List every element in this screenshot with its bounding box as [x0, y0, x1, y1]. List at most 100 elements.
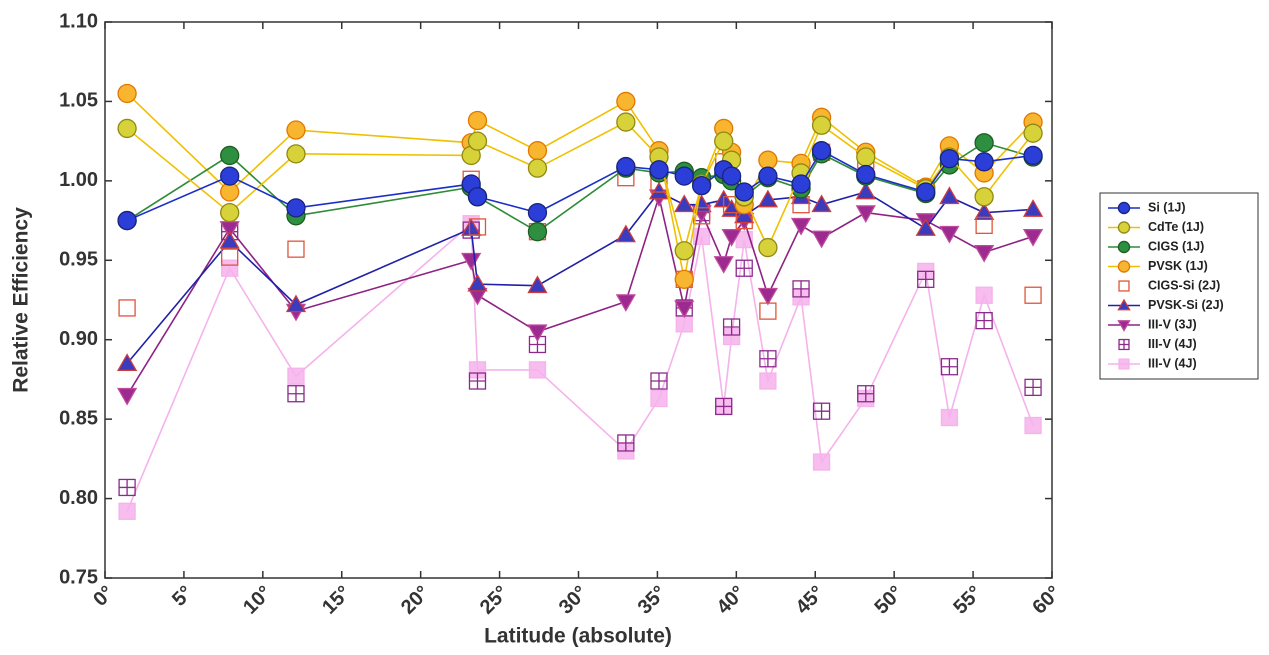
marker-shape: [527, 202, 548, 223]
marker: [116, 387, 138, 406]
x-tick-label: 55°: [949, 582, 986, 619]
marker: [220, 202, 240, 223]
series: [118, 143, 1042, 320]
marker: [650, 372, 668, 390]
marker-shape: [287, 240, 305, 258]
marker: [527, 158, 548, 178]
marker-shape: [721, 166, 742, 186]
marker: [286, 144, 306, 164]
marker: [759, 302, 777, 320]
marker-shape: [915, 218, 936, 236]
marker-shape: [812, 453, 831, 471]
marker: [812, 453, 831, 471]
marker-shape: [758, 237, 778, 258]
series-line: [126, 190, 1034, 365]
marker: [1023, 123, 1043, 143]
marker: [649, 160, 669, 180]
marker: [714, 131, 734, 151]
marker: [468, 372, 487, 390]
series: [117, 141, 1043, 231]
marker-shape: [615, 294, 636, 312]
marker: [616, 112, 636, 132]
x-tick-label: 45°: [792, 582, 829, 619]
marker-shape: [615, 224, 636, 243]
marker-shape: [759, 372, 777, 390]
legend-label: PVSK-Si (2J): [1148, 298, 1224, 312]
marker: [811, 230, 832, 249]
marker-shape: [527, 141, 548, 161]
marker: [117, 210, 137, 231]
marker: [221, 259, 239, 277]
marker-shape: [734, 182, 754, 202]
series-line: [126, 193, 1034, 396]
marker: [939, 225, 960, 244]
marker-shape: [118, 299, 136, 317]
marker-shape: [1117, 240, 1131, 254]
marker: [691, 175, 712, 196]
marker-shape: [616, 91, 636, 112]
marker-shape: [758, 166, 778, 186]
y-axis-title: Relative Efficiency: [10, 207, 33, 393]
marker: [1117, 298, 1131, 311]
marker: [1117, 320, 1131, 332]
marker-shape: [734, 205, 755, 224]
marker-shape: [674, 269, 694, 289]
marker-shape: [219, 230, 240, 249]
marker: [527, 222, 548, 242]
marker: [1117, 260, 1131, 273]
x-axis-title: Latitude (absolute): [484, 625, 672, 648]
marker-shape: [220, 202, 240, 223]
marker: [939, 186, 960, 205]
y-tick-label: 1.10: [59, 10, 98, 32]
marker-shape: [527, 158, 548, 178]
marker-shape: [974, 187, 994, 207]
series: [116, 181, 1044, 371]
marker-shape: [116, 387, 138, 406]
marker: [974, 133, 994, 153]
marker: [219, 230, 240, 249]
y-tick-label: 0.85: [59, 407, 98, 429]
marker-shape: [1117, 298, 1131, 311]
marker-shape: [1117, 221, 1131, 234]
marker: [975, 312, 993, 330]
marker: [974, 152, 994, 172]
marker-shape: [759, 302, 777, 320]
marker-shape: [1118, 358, 1130, 370]
marker-shape: [916, 182, 936, 202]
marker: [467, 273, 488, 292]
marker: [468, 218, 487, 236]
marker-shape: [117, 118, 137, 139]
marker-shape: [811, 230, 832, 249]
marker-shape: [674, 194, 695, 213]
x-tick-label: 15°: [318, 582, 355, 619]
marker: [1024, 378, 1042, 397]
marker: [812, 402, 831, 420]
marker-shape: [220, 166, 240, 186]
marker-shape: [1022, 229, 1044, 247]
marker-shape: [285, 294, 307, 313]
marker-shape: [117, 83, 137, 104]
marker-shape: [713, 256, 734, 274]
marker: [285, 294, 307, 313]
marker: [650, 389, 668, 408]
legend-label: CdTe (1J): [1148, 220, 1204, 234]
marker-shape: [757, 287, 779, 306]
x-tick-label: 50°: [870, 582, 907, 619]
legend-label: CIGS (1J): [1148, 239, 1204, 253]
marker: [916, 182, 936, 202]
marker: [1118, 280, 1130, 292]
series-line: [126, 222, 1034, 512]
marker: [527, 275, 548, 294]
marker: [855, 181, 876, 200]
marker: [757, 287, 779, 306]
y-tick-label: 0.80: [59, 487, 98, 509]
marker: [286, 198, 306, 218]
marker: [917, 270, 935, 288]
y-tick-label: 0.90: [59, 328, 98, 350]
marker: [220, 166, 240, 186]
marker-shape: [974, 133, 994, 153]
marker-shape: [674, 300, 695, 319]
y-tick-label: 1.05: [59, 90, 98, 112]
marker: [528, 361, 547, 379]
